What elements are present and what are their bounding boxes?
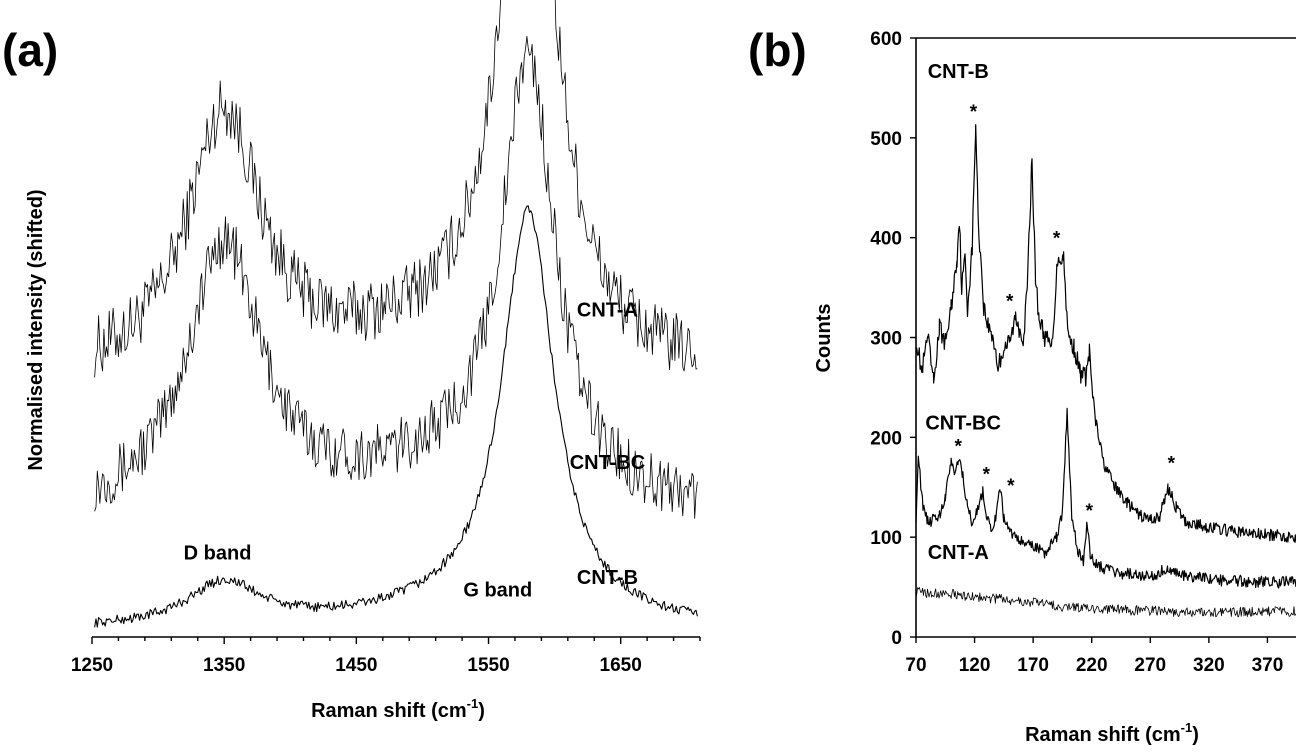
panel-b-y-tick-label: 600 xyxy=(870,29,902,50)
panel-b-x-tick-label: 70 xyxy=(905,655,926,676)
panel-b-x-tick-label: 320 xyxy=(1193,655,1225,676)
panel-a-x-tick-label: 1450 xyxy=(335,655,377,676)
panel-a-y-axis-title: Normalised intensity (shifted) xyxy=(25,189,47,470)
panel-a-series-line xyxy=(94,205,698,628)
panel-b-peak-marker: * xyxy=(1006,292,1014,313)
panel-b-y-tick-label: 200 xyxy=(870,428,902,449)
panel-a-label: (a) xyxy=(2,24,58,76)
panel-a-series-line xyxy=(94,35,698,519)
panel-b-peak-marker: * xyxy=(983,464,991,485)
panel-b-peak-marker: * xyxy=(954,436,962,457)
panel-b-x-axis-title-main: Raman shift (cm xyxy=(1025,724,1181,746)
panel-b-y-tick-label: 100 xyxy=(870,528,902,549)
panel-a-series-label: CNT-B xyxy=(577,567,638,589)
panel-b-chart: (b) 0 100 200 300 400 500 600 70 120 170 220 270 32… xyxy=(748,24,1296,746)
panel-b-y-axis-title: Counts xyxy=(813,304,835,373)
panel-b-x-axis-title-sup: -1 xyxy=(1181,720,1193,735)
panel-a-band-annotation: G band xyxy=(463,580,532,602)
panel-b-peak-marker: * xyxy=(970,102,978,123)
panel-b-x-tick-label: 270 xyxy=(1134,655,1166,676)
panel-b-series-line xyxy=(915,407,1296,589)
panel-b-x-tick-label: 120 xyxy=(959,655,991,676)
panel-b-series-label: CNT-BC xyxy=(925,412,1001,434)
panel-a-band-annotation: D band xyxy=(184,542,252,564)
panel-a-series-line xyxy=(94,0,698,378)
panel-b-y-tick-label: 500 xyxy=(870,129,902,150)
panel-b-series-label: CNT-B xyxy=(928,61,989,83)
panel-b-series-label: CNT-A xyxy=(928,542,989,564)
panel-a-series-label: CNT-A xyxy=(577,300,638,322)
panel-b-y-tick-label: 300 xyxy=(870,329,902,350)
panel-b-label: (b) xyxy=(748,24,807,76)
panel-b-y-tick-label: 0 xyxy=(891,628,902,649)
panel-b-peak-marker: * xyxy=(1007,476,1015,497)
panel-b-x-axis-title: Raman shift (cm-1) xyxy=(1025,720,1199,746)
panel-a-x-tick-label: 1550 xyxy=(467,655,509,676)
panel-b-peak-marker: * xyxy=(1086,501,1094,522)
panel-b-y-tick-label: 400 xyxy=(870,229,902,250)
panel-a-chart: (a) 1250 1350 1450 1550 1650 CNT-A CNT-BC CNT-… xyxy=(2,0,701,722)
panel-a-x-axis-title-tail: ) xyxy=(478,700,485,722)
panel-a-x-axis-title-sup: -1 xyxy=(467,696,479,711)
panel-a-x-axis-title: Raman shift (cm-1) xyxy=(311,696,485,722)
panel-b-peak-marker: * xyxy=(1168,453,1176,474)
panel-b-x-axis-title-tail: ) xyxy=(1192,724,1199,746)
panel-b-x-tick-label: 170 xyxy=(1017,655,1049,676)
panel-b-peak-marker: * xyxy=(1053,229,1061,250)
panel-b-series-line xyxy=(915,587,1296,618)
panel-a-x-axis-title-main: Raman shift (cm xyxy=(311,700,467,722)
panel-a-x-tick-label: 1350 xyxy=(203,655,245,676)
panel-a-x-tick-label: 1250 xyxy=(71,655,113,676)
panel-b-x-tick-label: 370 xyxy=(1252,655,1284,676)
panel-b-x-tick-label: 220 xyxy=(1076,655,1108,676)
panel-b-series-line xyxy=(915,124,1296,544)
panel-a-x-tick-label: 1650 xyxy=(600,655,642,676)
panel-a-series-label: CNT-BC xyxy=(570,452,646,474)
